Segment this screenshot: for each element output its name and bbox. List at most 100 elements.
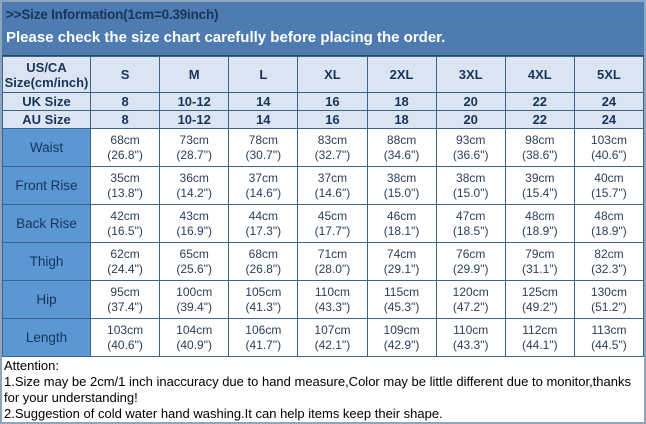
measurement-value-cell: 109cm (42.9"): [366, 318, 437, 357]
measurement-cm: 110cm: [453, 322, 489, 337]
measurement-cm: 76cm: [456, 246, 486, 261]
size-system-value-cell: 24: [573, 110, 644, 129]
banner-title: >>Size Information(1cm=0.39inch): [6, 7, 219, 22]
measurement-value-cell: 112cm (44.1"): [504, 318, 575, 357]
measurement-cm: 47cm: [456, 208, 486, 223]
measurement-value-cell: 100cm (39.4"): [159, 280, 230, 319]
measurement-inch: (47.2"): [452, 299, 489, 314]
measurement-inch: (37.4"): [107, 299, 143, 314]
measurement-cm: 109cm: [383, 322, 420, 337]
measurement-cm: 45cm: [317, 208, 348, 223]
measurement-inch: (42.9"): [383, 337, 420, 352]
size-system-value-cell: 16: [297, 110, 368, 129]
measurement-cm: 88cm: [386, 132, 417, 147]
measurement-row: Length 103cm (40.6") 104cm (40.9") 106cm (41.7…: [2, 318, 644, 357]
measurement-value-cell: 44cm (17.3"): [228, 204, 299, 243]
measurement-cm: 43cm: [179, 208, 209, 223]
size-system-value-cell: 14: [228, 110, 299, 129]
measurement-cm: 74cm: [386, 246, 417, 261]
corner-header: US/CA Size(cm/inch): [2, 56, 91, 93]
measurement-value-cell: 48cm (18.9"): [573, 204, 644, 243]
measurement-cm: 44cm: [248, 208, 278, 223]
measurement-inch: (26.8"): [245, 261, 282, 276]
measurement-row: Hip 95cm (37.4") 100cm (39.4") 105cm (41.3") 11…: [2, 280, 644, 319]
size-system-row: AU Size 8 10-12 14 16 18 20 22 24: [2, 110, 644, 129]
measurement-value-cell: 36cm (14.2"): [159, 166, 230, 205]
corner-header-line1: US/CA: [26, 59, 67, 75]
measurement-value-cell: 46cm (18.1"): [366, 204, 437, 243]
measurement-value-cell: 45cm (17.7"): [297, 204, 368, 243]
measurement-value-cell: 62cm (24.4"): [89, 242, 161, 281]
measurement-value-cell: 38cm (15.0"): [366, 166, 437, 205]
measurement-value-cell: 88cm (34.6"): [366, 128, 437, 167]
measurement-cm: 46cm: [386, 208, 417, 223]
measurement-value-cell: 93cm (36.6"): [435, 128, 506, 167]
measurement-inch: (16.9"): [176, 223, 212, 238]
measurement-value-cell: 110cm (43.3"): [435, 318, 506, 357]
size-system-value-cell: 10-12: [159, 110, 230, 129]
measurement-value-cell: 106cm (41.7"): [228, 318, 299, 357]
measurement-inch: (26.8"): [107, 147, 143, 162]
measurement-value-cell: 110cm (43.3"): [297, 280, 368, 319]
measurement-cm: 65cm: [179, 246, 209, 261]
measurement-inch: (15.0"): [452, 185, 489, 200]
measurement-value-cell: 65cm (25.6"): [159, 242, 230, 281]
measurement-inch: (14.2"): [176, 185, 212, 200]
measurement-value-cell: 115cm (45.3"): [366, 280, 437, 319]
measurement-inch: (28.0"): [314, 261, 351, 276]
measurement-value-cell: 83cm (32.7"): [297, 128, 368, 167]
measurement-cm: 95cm: [110, 284, 140, 299]
size-system-value-cell: 8: [89, 110, 161, 129]
size-column-header: 3XL: [435, 56, 506, 93]
size-column-header: 5XL: [573, 56, 644, 93]
measurement-value-cell: 78cm (30.7"): [228, 128, 299, 167]
measurement-inch: (18.1"): [383, 223, 420, 238]
measurement-value-cell: 38cm (15.0"): [435, 166, 506, 205]
measurement-cm: 37cm: [317, 170, 348, 185]
measurement-cm: 103cm: [107, 322, 144, 337]
measurement-value-cell: 37cm (14.6"): [297, 166, 368, 205]
size-system-value-cell: 16: [297, 92, 368, 111]
measurement-cm: 100cm: [176, 284, 213, 299]
measurement-value-cell: 103cm (40.6"): [573, 128, 644, 167]
measurement-cm: 39cm: [525, 170, 555, 185]
measurement-inch: (44.5"): [591, 337, 627, 352]
size-column-header: XL: [297, 56, 368, 93]
measurement-value-cell: 130cm (51.2"): [573, 280, 644, 319]
measurement-inch: (17.7"): [314, 223, 351, 238]
banner: >>Size Information(1cm=0.39inch) Please …: [2, 2, 644, 56]
measurement-cm: 42cm: [110, 208, 140, 223]
measurement-cm: 38cm: [386, 170, 417, 185]
measurement-value-cell: 125cm (49.2"): [504, 280, 575, 319]
measurement-cm: 115cm: [383, 284, 420, 299]
measurement-inch: (36.6"): [452, 147, 489, 162]
measurement-value-cell: 35cm (13.8"): [89, 166, 161, 205]
measurement-cm: 112cm: [522, 322, 558, 337]
measurement-value-cell: 79cm (31.1"): [504, 242, 575, 281]
measurement-label: Thigh: [2, 242, 91, 281]
measurement-cm: 38cm: [456, 170, 486, 185]
measurement-row: Front Rise 35cm (13.8") 36cm (14.2") 37cm (14.…: [2, 166, 644, 205]
measurement-value-cell: 39cm (15.4"): [504, 166, 575, 205]
measurement-cm: 113cm: [591, 322, 627, 337]
attention-section: Attention: 1.Size may be 2cm/1 inch inac…: [2, 357, 644, 422]
measurement-value-cell: 37cm (14.6"): [228, 166, 299, 205]
measurement-cm: 35cm: [110, 170, 140, 185]
measurement-cm: 71cm: [317, 246, 348, 261]
measurement-value-cell: 74cm (29.1"): [366, 242, 437, 281]
measurement-cm: 104cm: [176, 322, 213, 337]
size-column-header: 2XL: [366, 56, 437, 93]
measurement-inch: (43.3"): [452, 337, 489, 352]
measurement-label: Hip: [2, 280, 91, 319]
size-system-value-cell: 14: [228, 92, 299, 111]
measurement-value-cell: 107cm (42.1"): [297, 318, 368, 357]
size-system-value-cell: 8: [89, 92, 161, 111]
measurement-inch: (18.9"): [522, 223, 558, 238]
measurement-inch: (15.0"): [383, 185, 420, 200]
size-system-value-cell: 22: [504, 110, 575, 129]
measurement-value-cell: 47cm (18.5"): [435, 204, 506, 243]
measurement-inch: (14.6"): [245, 185, 282, 200]
measurement-inch: (51.2"): [591, 299, 627, 314]
measurement-value-cell: 103cm (40.6"): [89, 318, 161, 357]
